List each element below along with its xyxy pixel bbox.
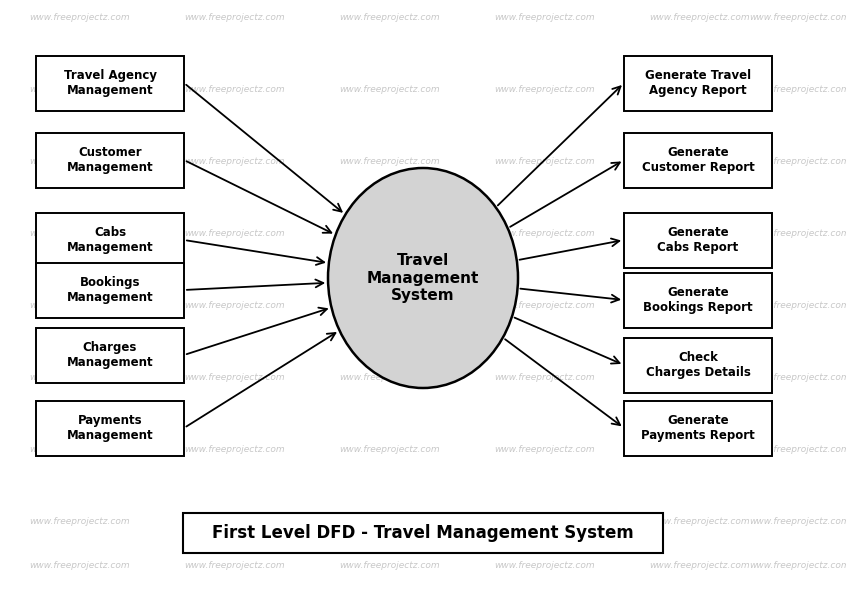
Bar: [624, 273, 772, 327]
Text: Generate
Payments Report: Generate Payments Report: [641, 414, 755, 442]
Text: Charges
Management: Charges Management: [67, 341, 153, 369]
Text: www.freeprojectz.com: www.freeprojectz.com: [184, 229, 285, 238]
Text: www.freeprojectz.com: www.freeprojectz.com: [340, 518, 440, 527]
Text: www.freeprojectz.com: www.freeprojectz.com: [750, 560, 846, 569]
Bar: [36, 132, 184, 187]
Bar: [624, 132, 772, 187]
Text: www.freeprojectz.com: www.freeprojectz.com: [184, 14, 285, 23]
Text: www.freeprojectz.com: www.freeprojectz.com: [650, 374, 750, 382]
Text: Bookings
Management: Bookings Management: [67, 276, 153, 304]
Text: www.freeprojectz.com: www.freeprojectz.com: [495, 229, 596, 238]
Text: www.freeprojectz.com: www.freeprojectz.com: [750, 518, 846, 527]
Text: Generate
Bookings Report: Generate Bookings Report: [643, 286, 753, 314]
Text: www.freeprojectz.com: www.freeprojectz.com: [650, 518, 750, 527]
Text: www.freeprojectz.com: www.freeprojectz.com: [495, 518, 596, 527]
Bar: [36, 263, 184, 317]
Text: www.freeprojectz.com: www.freeprojectz.com: [340, 374, 440, 382]
Bar: [624, 212, 772, 267]
Text: www.freeprojectz.com: www.freeprojectz.com: [184, 374, 285, 382]
Bar: [624, 400, 772, 455]
Text: www.freeprojectz.com: www.freeprojectz.com: [650, 85, 750, 94]
Text: www.freeprojectz.com: www.freeprojectz.com: [495, 158, 596, 167]
Bar: [183, 513, 663, 553]
Bar: [36, 56, 184, 110]
Text: www.freeprojectz.com: www.freeprojectz.com: [495, 14, 596, 23]
Text: Generate
Customer Report: Generate Customer Report: [641, 146, 755, 174]
Bar: [36, 327, 184, 382]
Text: www.freeprojectz.com: www.freeprojectz.com: [495, 301, 596, 311]
Text: www.freeprojectz.com: www.freeprojectz.com: [340, 560, 440, 569]
Text: www.freeprojectz.com: www.freeprojectz.com: [340, 445, 440, 454]
Text: www.freeprojectz.com: www.freeprojectz.com: [30, 85, 130, 94]
Ellipse shape: [328, 168, 518, 388]
Text: www.freeprojectz.com: www.freeprojectz.com: [184, 158, 285, 167]
Text: www.freeprojectz.com: www.freeprojectz.com: [184, 301, 285, 311]
Text: Travel Agency
Management: Travel Agency Management: [63, 69, 157, 97]
Text: www.freeprojectz.com: www.freeprojectz.com: [650, 229, 750, 238]
Text: Check
Charges Details: Check Charges Details: [645, 351, 750, 379]
Text: www.freeprojectz.com: www.freeprojectz.com: [30, 374, 130, 382]
Text: www.freeprojectz.com: www.freeprojectz.com: [184, 518, 285, 527]
Text: www.freeprojectz.com: www.freeprojectz.com: [30, 518, 130, 527]
Text: www.freeprojectz.com: www.freeprojectz.com: [30, 560, 130, 569]
Text: Customer
Management: Customer Management: [67, 146, 153, 174]
Text: www.freeprojectz.com: www.freeprojectz.com: [495, 445, 596, 454]
Text: www.freeprojectz.com: www.freeprojectz.com: [495, 374, 596, 382]
Text: Travel
Management
System: Travel Management System: [367, 253, 479, 303]
Text: Generate Travel
Agency Report: Generate Travel Agency Report: [645, 69, 751, 97]
Text: www.freeprojectz.com: www.freeprojectz.com: [750, 301, 846, 311]
Bar: [36, 400, 184, 455]
Text: www.freeprojectz.com: www.freeprojectz.com: [750, 445, 846, 454]
Text: www.freeprojectz.com: www.freeprojectz.com: [30, 158, 130, 167]
Text: www.freeprojectz.com: www.freeprojectz.com: [30, 301, 130, 311]
Text: www.freeprojectz.com: www.freeprojectz.com: [30, 445, 130, 454]
Text: www.freeprojectz.com: www.freeprojectz.com: [184, 560, 285, 569]
Text: www.freeprojectz.com: www.freeprojectz.com: [650, 158, 750, 167]
Text: Payments
Management: Payments Management: [67, 414, 153, 442]
Text: www.freeprojectz.com: www.freeprojectz.com: [650, 301, 750, 311]
Bar: [36, 212, 184, 267]
Text: www.freeprojectz.com: www.freeprojectz.com: [750, 14, 846, 23]
Text: www.freeprojectz.com: www.freeprojectz.com: [650, 445, 750, 454]
Text: Cabs
Management: Cabs Management: [67, 226, 153, 254]
Text: www.freeprojectz.com: www.freeprojectz.com: [340, 301, 440, 311]
Text: www.freeprojectz.com: www.freeprojectz.com: [750, 229, 846, 238]
Text: www.freeprojectz.com: www.freeprojectz.com: [340, 14, 440, 23]
Text: www.freeprojectz.com: www.freeprojectz.com: [750, 85, 846, 94]
Text: www.freeprojectz.com: www.freeprojectz.com: [750, 158, 846, 167]
Text: www.freeprojectz.com: www.freeprojectz.com: [340, 85, 440, 94]
Text: www.freeprojectz.com: www.freeprojectz.com: [30, 229, 130, 238]
Bar: [624, 337, 772, 393]
Bar: [624, 56, 772, 110]
Text: www.freeprojectz.com: www.freeprojectz.com: [750, 374, 846, 382]
Text: First Level DFD - Travel Management System: First Level DFD - Travel Management Syst…: [212, 524, 634, 542]
Text: Generate
Cabs Report: Generate Cabs Report: [657, 226, 739, 254]
Text: www.freeprojectz.com: www.freeprojectz.com: [340, 158, 440, 167]
Text: www.freeprojectz.com: www.freeprojectz.com: [184, 445, 285, 454]
Text: www.freeprojectz.com: www.freeprojectz.com: [184, 85, 285, 94]
Text: www.freeprojectz.com: www.freeprojectz.com: [495, 560, 596, 569]
Text: www.freeprojectz.com: www.freeprojectz.com: [650, 560, 750, 569]
Text: www.freeprojectz.com: www.freeprojectz.com: [340, 229, 440, 238]
Text: www.freeprojectz.com: www.freeprojectz.com: [650, 14, 750, 23]
Text: www.freeprojectz.com: www.freeprojectz.com: [495, 85, 596, 94]
Text: www.freeprojectz.com: www.freeprojectz.com: [30, 14, 130, 23]
